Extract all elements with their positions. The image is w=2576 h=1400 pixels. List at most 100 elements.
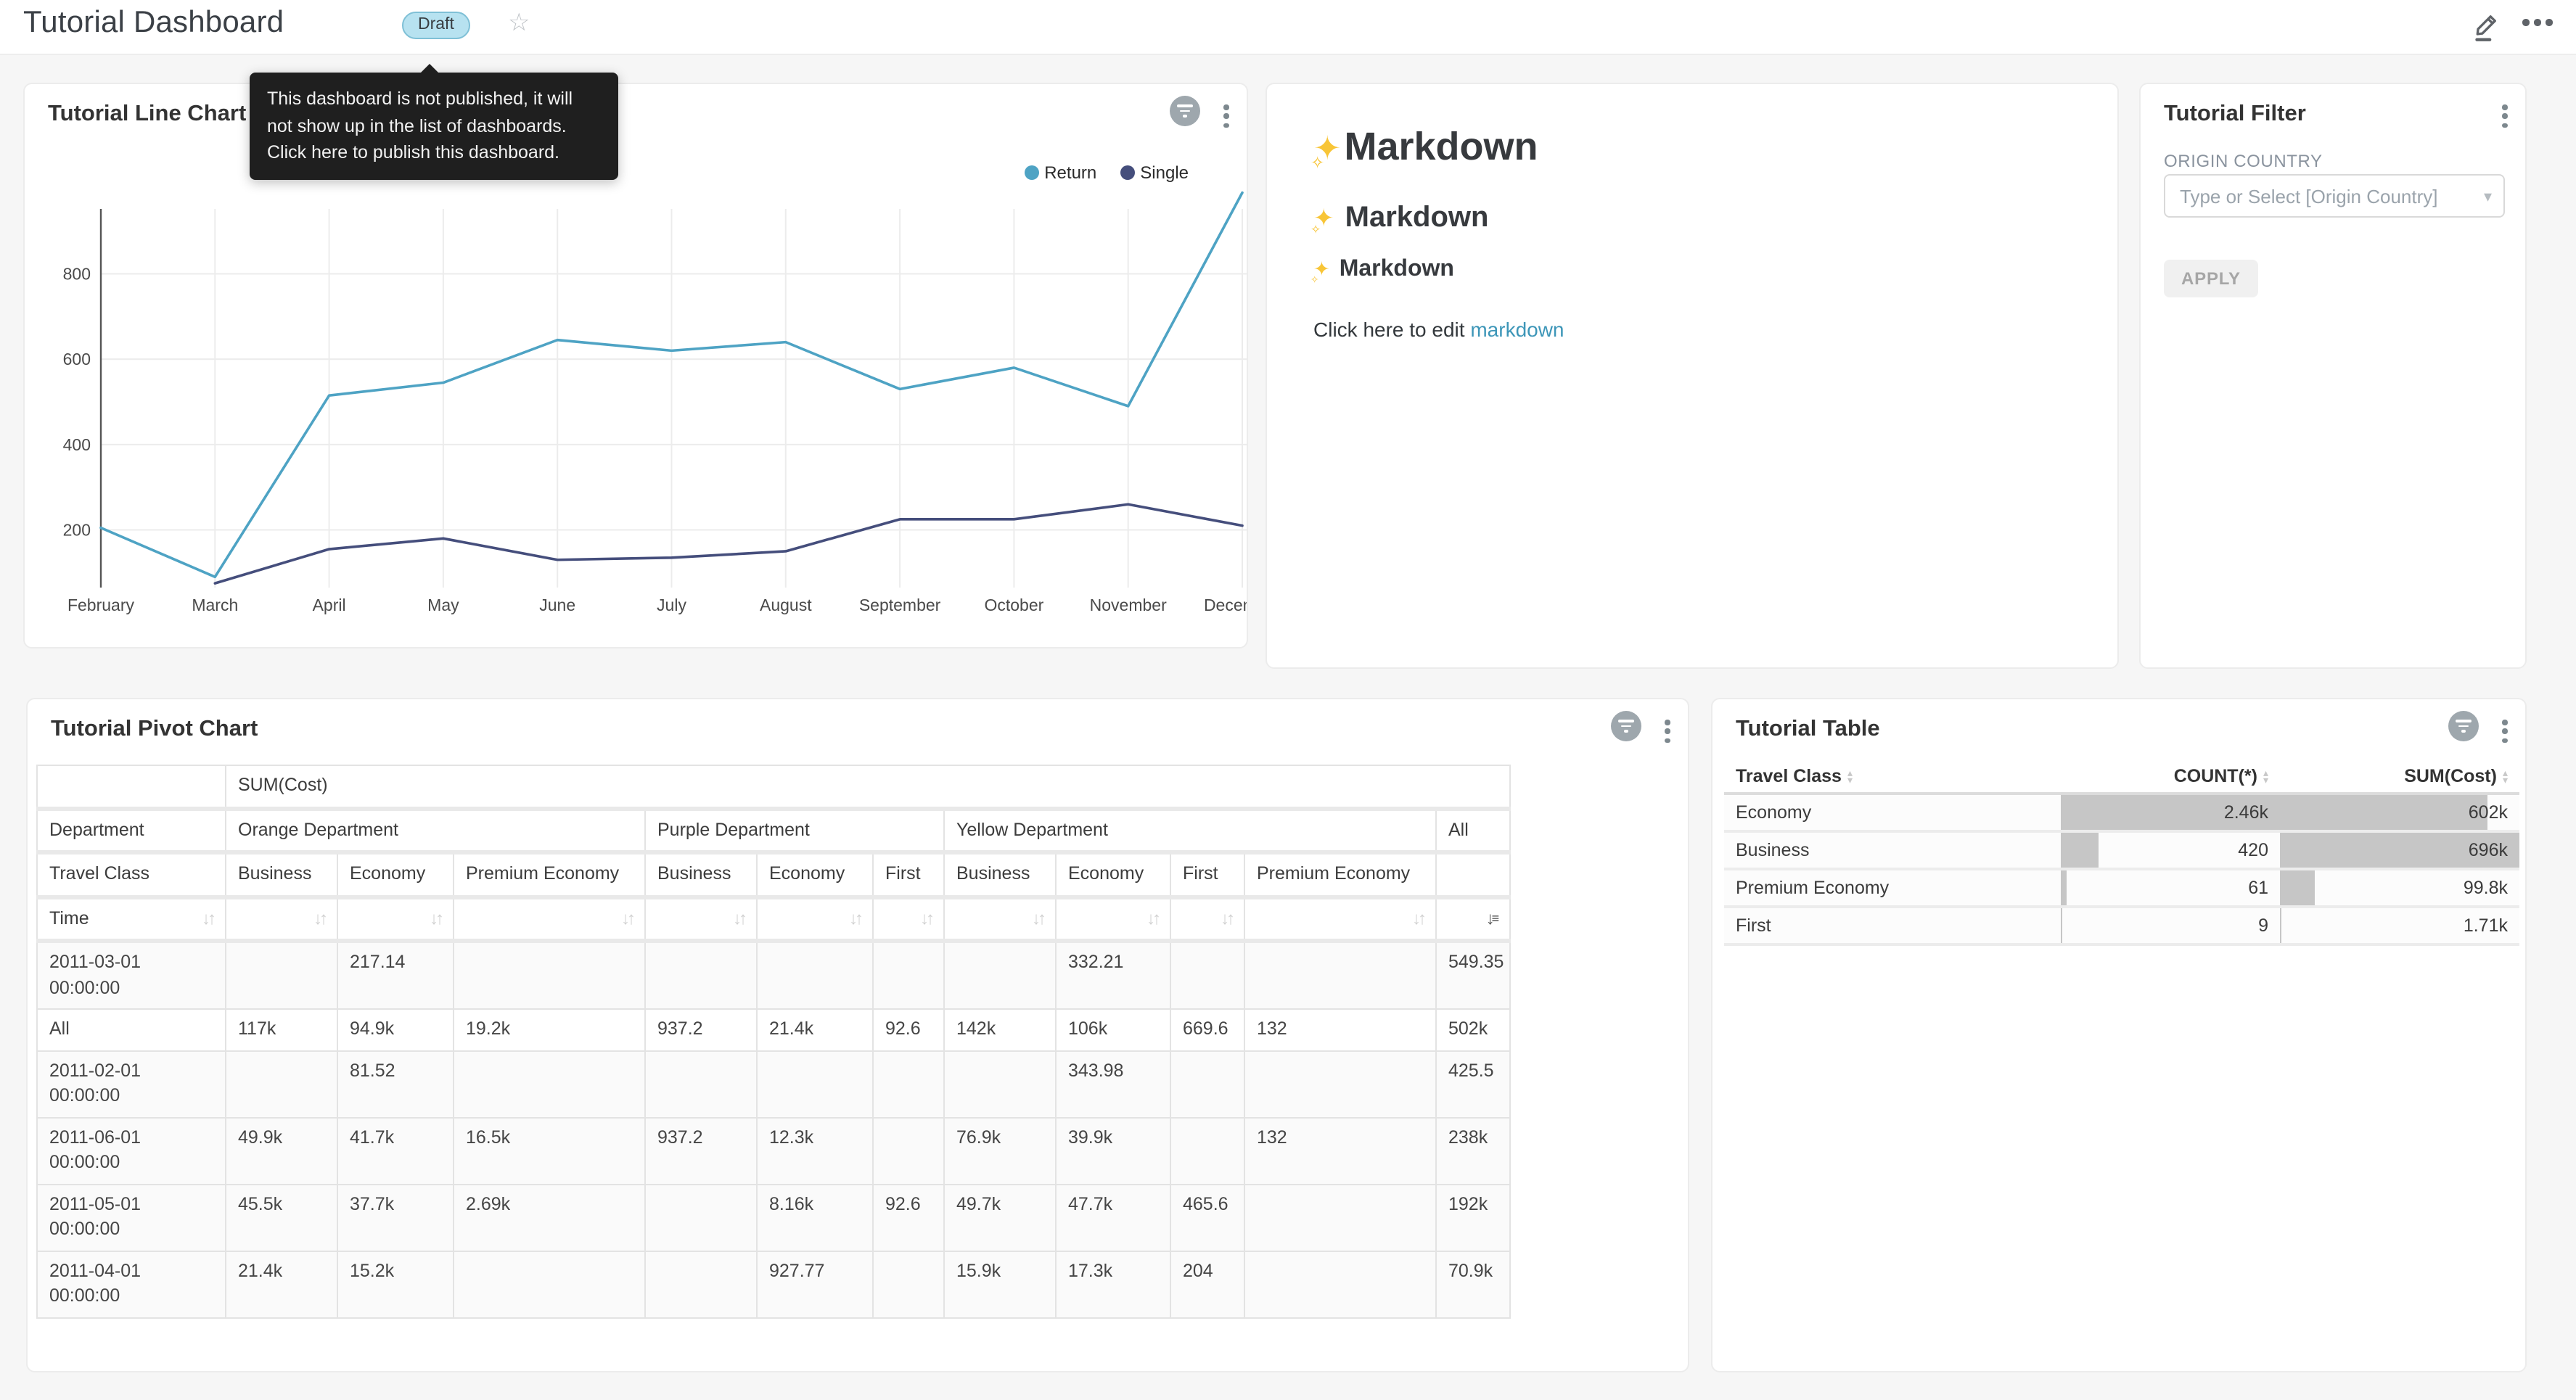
origin-country-label: ORIGIN COUNTRY — [2164, 151, 2323, 171]
edit-pencil-icon[interactable] — [2470, 9, 2502, 44]
pivot-value-cell: 49.9k — [226, 1117, 337, 1184]
x-axis-label: October — [984, 596, 1043, 614]
filter-panel-title: Tutorial Filter — [2164, 102, 2306, 128]
pivot-value-cell: 16.5k — [454, 1117, 645, 1184]
markdown-edit-link[interactable]: markdown — [1470, 318, 1564, 341]
table-dimension-cell: Premium Economy — [1724, 870, 2061, 908]
pivot-value-cell: 549.35 — [1436, 941, 1510, 1009]
svg-text:200: 200 — [63, 521, 91, 540]
pivot-row-label: 2011-06-01 00:00:00 — [37, 1117, 226, 1184]
pivot-value-cell: 343.98 — [1056, 1050, 1170, 1117]
sort-carets-icon: ▴▾ — [2503, 770, 2508, 784]
table-column-header[interactable]: SUM(Cost)▴▾ — [2280, 760, 2519, 795]
tooltip-arrow — [419, 64, 440, 74]
kebab-menu-icon[interactable] — [1665, 720, 1670, 744]
sort-icon[interactable]: ↓↑ — [430, 906, 441, 931]
pivot-sort-cell: ↓↑ — [757, 897, 873, 941]
pivot-value-cell: 15.9k — [944, 1251, 1056, 1317]
chevron-down-icon: ▾ — [2484, 186, 2492, 205]
pivot-value-cell: 142k — [944, 1009, 1056, 1050]
pivot-value-cell — [757, 1050, 873, 1117]
pivot-sort-cell: ↓↑ — [645, 897, 757, 941]
line-chart[interactable]: 200400600800FebruaryMarchAprilMayJuneJul… — [25, 84, 1248, 648]
pivot-value-cell: 204 — [1170, 1251, 1244, 1317]
pivot-value-cell: 70.9k — [1436, 1251, 1510, 1317]
x-axis-label: April — [313, 596, 346, 614]
pivot-value-cell: 332.21 — [1056, 941, 1170, 1009]
sort-icon[interactable]: ↓↑ — [621, 906, 633, 931]
sort-icon[interactable]: ↓↑ — [1147, 906, 1158, 931]
pivot-chart-panel: Tutorial Pivot Chart SUM(Cost)Department… — [26, 698, 1689, 1372]
favorite-star-icon[interactable]: ☆ — [508, 9, 530, 38]
origin-country-select[interactable]: Type or Select [Origin Country] ▾ — [2164, 174, 2505, 218]
pivot-row-label: 2011-04-01 00:00:00 — [37, 1251, 226, 1317]
table-column-header[interactable]: COUNT(*)▴▾ — [2061, 760, 2280, 795]
apply-button[interactable]: APPLY — [2164, 260, 2258, 297]
pivot-sort-cell: ↓↑ — [337, 897, 454, 941]
pivot-column-header: Economy — [1056, 852, 1170, 897]
sort-icon[interactable]: ↓↑ — [1412, 906, 1424, 931]
sort-icon[interactable]: ↓↑ — [849, 906, 861, 931]
pivot-row-label: All — [37, 1009, 226, 1050]
pivot-value-cell: 117k — [226, 1009, 337, 1050]
sort-descending-icon[interactable]: ↓≡ — [1486, 906, 1498, 931]
pivot-sort-cell: ↓↑ — [944, 897, 1056, 941]
pivot-value-cell: 132 — [1244, 1009, 1436, 1050]
tutorial-table[interactable]: Travel Class▴▾COUNT(*)▴▾SUM(Cost)▴▾Econo… — [1724, 760, 2519, 946]
sort-icon[interactable]: ↓↑ — [313, 906, 325, 931]
filter-indicator-icon[interactable] — [1611, 711, 1641, 741]
pivot-column-header: Economy — [337, 852, 454, 897]
pivot-value-cell: 49.7k — [944, 1184, 1056, 1251]
pivot-row-dimension-label: Department — [37, 808, 226, 852]
filter-indicator-icon[interactable] — [2448, 711, 2479, 741]
pivot-column-header: Economy — [757, 852, 873, 897]
pivot-sort-cell: ↓↑ — [1170, 897, 1244, 941]
pivot-value-cell — [226, 1050, 337, 1117]
pivot-value-cell: 94.9k — [337, 1009, 454, 1050]
pivot-value-cell — [645, 1184, 757, 1251]
more-menu-icon[interactable] — [2522, 19, 2552, 25]
pivot-value-cell — [454, 1251, 645, 1317]
pivot-row: 2011-02-01 00:00:0081.52343.98425.5 — [37, 1050, 1510, 1117]
pivot-value-cell: 465.6 — [1170, 1184, 1244, 1251]
pivot-table[interactable]: SUM(Cost)DepartmentOrange DepartmentPurp… — [36, 765, 1511, 1318]
table-row: Premium Economy6199.8k — [1724, 870, 2519, 908]
table-metric-cell: 1.71k — [2280, 908, 2519, 946]
pivot-value-cell — [873, 1050, 944, 1117]
pivot-value-cell — [454, 1050, 645, 1117]
pivot-value-cell: 106k — [1056, 1009, 1170, 1050]
sort-icon[interactable]: ↓↑ — [733, 906, 745, 931]
pivot-value-cell: 17.3k — [1056, 1251, 1170, 1317]
table-column-header[interactable]: Travel Class▴▾ — [1724, 760, 2061, 795]
markdown-h1: ✦Markdown — [1313, 125, 2094, 170]
pivot-value-cell — [645, 1050, 757, 1117]
kebab-menu-icon[interactable] — [2503, 720, 2508, 744]
pivot-column-group-header: All — [1436, 808, 1510, 852]
pivot-column-group-header: Purple Department — [645, 808, 944, 852]
sort-icon[interactable]: ↓↑ — [202, 907, 213, 931]
table-dimension-cell: Business — [1724, 833, 2061, 870]
pivot-value-cell: 15.2k — [337, 1251, 454, 1317]
table-dimension-cell: First — [1724, 908, 2061, 946]
sparkles-icon: ✦ — [1313, 205, 1334, 232]
pivot-value-cell — [1170, 1050, 1244, 1117]
markdown-panel: ✦Markdown ✦ Markdown ✦ Markdown Click he… — [1266, 83, 2119, 669]
sort-icon[interactable]: ↓↑ — [1032, 906, 1043, 931]
draft-badge[interactable]: Draft — [402, 12, 470, 39]
pivot-sort-cell: ↓≡ — [1436, 897, 1510, 941]
pivot-value-cell: 76.9k — [944, 1117, 1056, 1184]
pivot-column-group-header: Yellow Department — [944, 808, 1436, 852]
pivot-value-cell — [1244, 1050, 1436, 1117]
x-axis-label: July — [657, 596, 686, 614]
pivot-value-cell — [454, 941, 645, 1009]
pivot-value-cell — [873, 941, 944, 1009]
sort-icon[interactable]: ↓↑ — [920, 906, 932, 931]
pivot-column-header: Business — [226, 852, 337, 897]
kebab-menu-icon[interactable] — [2503, 104, 2508, 128]
pivot-value-cell: 937.2 — [645, 1009, 757, 1050]
publish-tooltip: This dashboard is not published, it will… — [250, 73, 618, 179]
pivot-row: 2011-04-01 00:00:0021.4k15.2k927.7715.9k… — [37, 1251, 1510, 1317]
dashboard-page: Tutorial Dashboard Draft ☆ This dashboar… — [0, 0, 2576, 1400]
pivot-value-cell — [1244, 941, 1436, 1009]
sort-icon[interactable]: ↓↑ — [1221, 906, 1232, 931]
